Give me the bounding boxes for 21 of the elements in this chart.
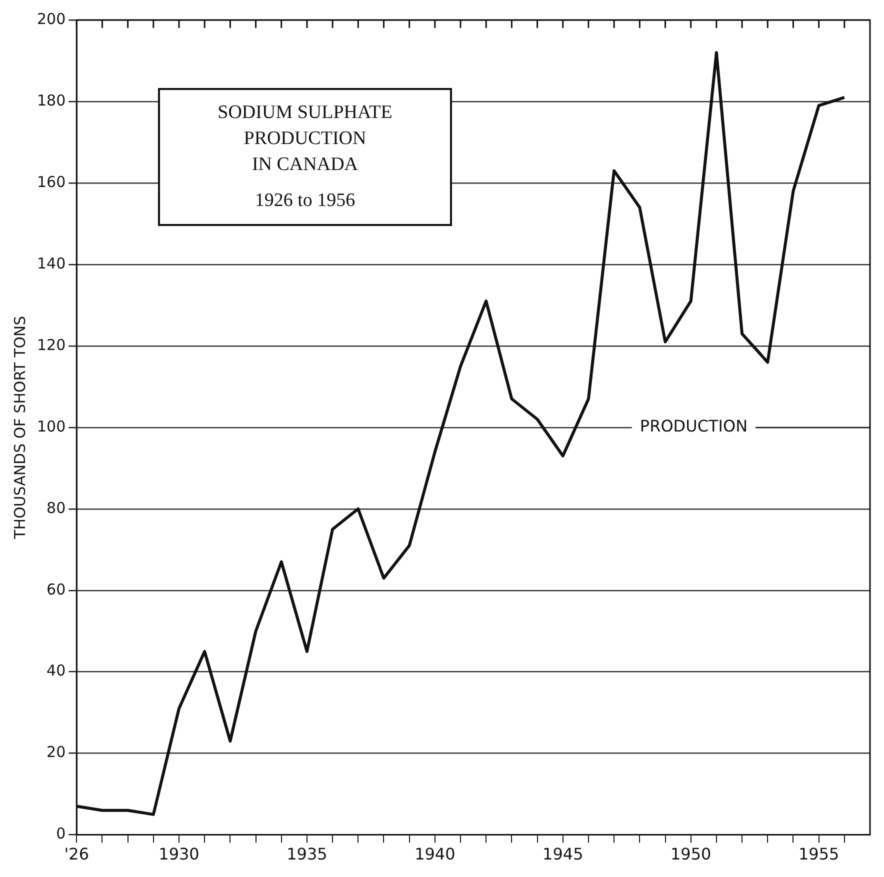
y-tick-label: 40 [46, 662, 66, 680]
x-tick-label: 1950 [670, 844, 712, 864]
y-tick-label: 100 [36, 417, 66, 436]
y-tick-label: 140 [36, 254, 66, 272]
y-tick-label: 180 [36, 91, 66, 110]
y-tick-label: 0 [56, 824, 66, 843]
text: PRODUCTION [640, 416, 748, 436]
x-tick-label: 1930 [158, 844, 200, 864]
x-tick-label: 1955 [798, 844, 840, 864]
y-tick-label: 120 [36, 336, 66, 354]
y-tick-label: 80 [46, 498, 66, 517]
x-tick-label: '26 [64, 844, 90, 864]
title-box: SODIUM SULPHATE PRODUCTION IN CANADA 1926 to 1956 [158, 88, 452, 226]
y-tick-label: 160 [36, 172, 66, 191]
x-tick-label: 1935 [286, 844, 328, 864]
y-tick-label: 60 [46, 580, 66, 598]
y-tick-label: 20 [46, 743, 66, 762]
y-tick-label: 200 [36, 10, 66, 28]
x-tick-label: 1940 [414, 844, 456, 864]
y-axis-title: THOUSANDS OF SHORT TONS [10, 316, 29, 540]
x-tick-label: 1945 [542, 844, 584, 864]
